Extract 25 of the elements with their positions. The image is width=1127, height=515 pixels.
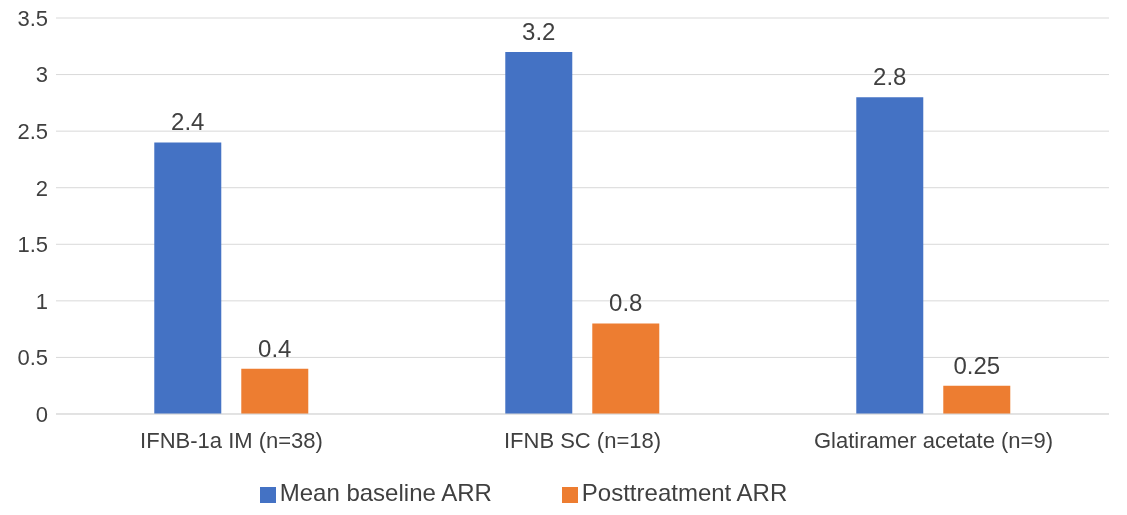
bar (154, 142, 222, 414)
y-tick-label: 2 (35, 175, 48, 201)
x-tick-label: IFNB SC (n=18) (503, 427, 662, 453)
bar (241, 368, 309, 414)
bar (856, 97, 924, 414)
data-label: 0.8 (609, 289, 643, 317)
bar (505, 51, 573, 414)
legend-label: Posttreatment ARR (581, 479, 788, 506)
data-label: 3.2 (522, 17, 556, 45)
y-tick-label: 0 (35, 401, 48, 427)
x-tick-label: IFNB-1a IM (n=38) (140, 427, 323, 453)
data-label: 0.4 (258, 334, 292, 362)
bar (943, 385, 1011, 414)
bar (592, 323, 660, 414)
y-tick-label: 1.5 (17, 232, 48, 258)
y-tick-label: 1 (35, 288, 48, 314)
y-tick-label: 3.5 (17, 5, 48, 31)
y-tick-label: 3 (35, 62, 48, 88)
x-tick-label: Glatiramer acetate (n=9) (813, 427, 1054, 453)
legend-label: Mean baseline ARR (279, 479, 492, 506)
y-tick-label: 2.5 (17, 118, 48, 144)
data-label: 2.8 (873, 63, 907, 91)
data-label: 0.25 (953, 351, 1001, 379)
data-label: 2.4 (171, 108, 205, 136)
y-tick-label: 0.5 (17, 345, 48, 371)
